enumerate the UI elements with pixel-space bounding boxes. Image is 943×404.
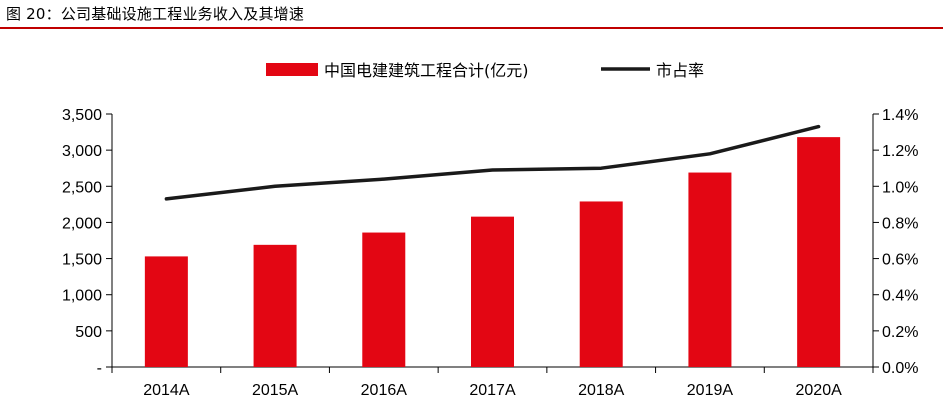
right-tick-label: 0.6% (882, 252, 918, 269)
left-tick-label: 2,000 (62, 215, 102, 232)
left-tick-label: 3,000 (62, 143, 102, 160)
left-tick-label: 2,500 (62, 179, 102, 196)
title-rule (0, 27, 943, 29)
share-line (164, 124, 821, 201)
legend: 中国电建建筑工程合计(亿元) 市占率 (266, 61, 704, 80)
legend-bar-label: 中国电建建筑工程合计(亿元) (324, 61, 529, 80)
right-tick-label: 0.8% (882, 215, 918, 232)
x-tick-label: 2020A (796, 382, 843, 399)
right-tick-label: 1.4% (882, 107, 918, 124)
legend-bar-swatch (266, 63, 318, 76)
revenue-bar (144, 256, 188, 367)
bars (144, 137, 841, 367)
x-tick-label: 2015A (252, 382, 299, 399)
left-tick-label: 1,500 (62, 252, 102, 269)
x-tick-label: 2017A (469, 382, 516, 399)
left-tick-label: 500 (75, 324, 102, 341)
revenue-bar (362, 232, 406, 367)
left-tick-label: 3,500 (62, 107, 102, 124)
x-tick-label: 2019A (687, 382, 734, 399)
revenue-bar (688, 172, 732, 367)
right-tick-label: 0.0% (882, 360, 918, 377)
right-tick-label: 1.0% (882, 179, 918, 196)
left-tick-label: 1,000 (62, 288, 102, 305)
market-share-line (164, 124, 821, 201)
right-tick-label: 1.2% (882, 143, 918, 160)
x-tick-label: 2014A (143, 382, 190, 399)
revenue-bar (579, 201, 623, 367)
revenue-bar (253, 244, 297, 367)
figure-title: 图 20：公司基础设施工程业务收入及其增速 (6, 5, 305, 23)
x-tick-label: 2018A (578, 382, 625, 399)
right-tick-label: 0.2% (882, 324, 918, 341)
ticks: - 500 1,000 1,500 2,000 2,500 3,000 3,500 0.0% 0.… (62, 107, 919, 399)
revenue-bar (471, 216, 514, 367)
right-tick-label: 0.4% (882, 288, 918, 305)
x-tick-label: 2016A (361, 382, 408, 399)
left-tick-label: - (97, 360, 102, 377)
revenue-bar (797, 137, 841, 367)
legend-line-label: 市占率 (656, 61, 704, 80)
